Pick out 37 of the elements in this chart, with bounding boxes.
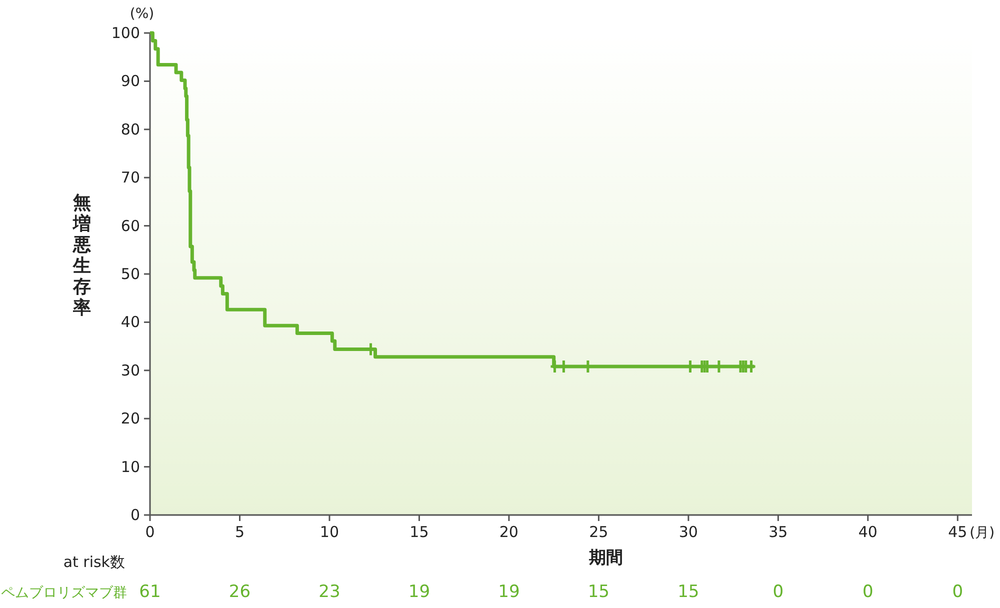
x-tick-label: 10 [320,523,340,541]
y-tick-label: 20 [120,410,140,428]
x-tick-label: 0 [145,523,155,541]
y-tick-label: 10 [120,458,140,476]
text: (%) [130,6,154,22]
x-tick-label: 15 [410,523,429,541]
x-tick-label: 25 [589,523,608,541]
text: ペムブロリズマブ群 [1,585,127,601]
text: 15 [678,582,700,602]
text: 0 [862,582,874,602]
text: 0 [772,582,784,602]
text: 19 [408,582,430,602]
x-tick-label: 5 [234,523,245,541]
x-tick-label: 35 [768,523,788,541]
y-tick-label: 60 [120,216,140,235]
text: (月) [970,525,995,541]
y-tick-label: 30 [120,361,140,380]
y-tick-label: 100 [111,24,140,42]
y-axis-title: 無増悪生存率 [72,192,91,318]
x-axis-title: 期間 [588,548,623,568]
y-tick-label: 90 [120,72,140,90]
x-tick-label: 30 [678,523,698,541]
y-tick-label: 50 [120,265,140,283]
text: 0 [952,582,964,602]
text: 15 [588,582,610,602]
x-tick-label: 40 [858,523,878,541]
x-tick-label: 20 [499,523,518,541]
text: 26 [228,582,251,602]
text: 23 [318,582,340,602]
y-tick-label: 40 [120,313,140,332]
text: 61 [139,582,161,602]
x-tick-label: 45 [948,523,968,541]
text: 19 [498,582,520,602]
y-tick-label: 80 [120,120,140,138]
y-tick-label: 70 [120,168,140,187]
text: at risk数 [63,553,125,571]
y-tick-label: 0 [130,506,140,524]
